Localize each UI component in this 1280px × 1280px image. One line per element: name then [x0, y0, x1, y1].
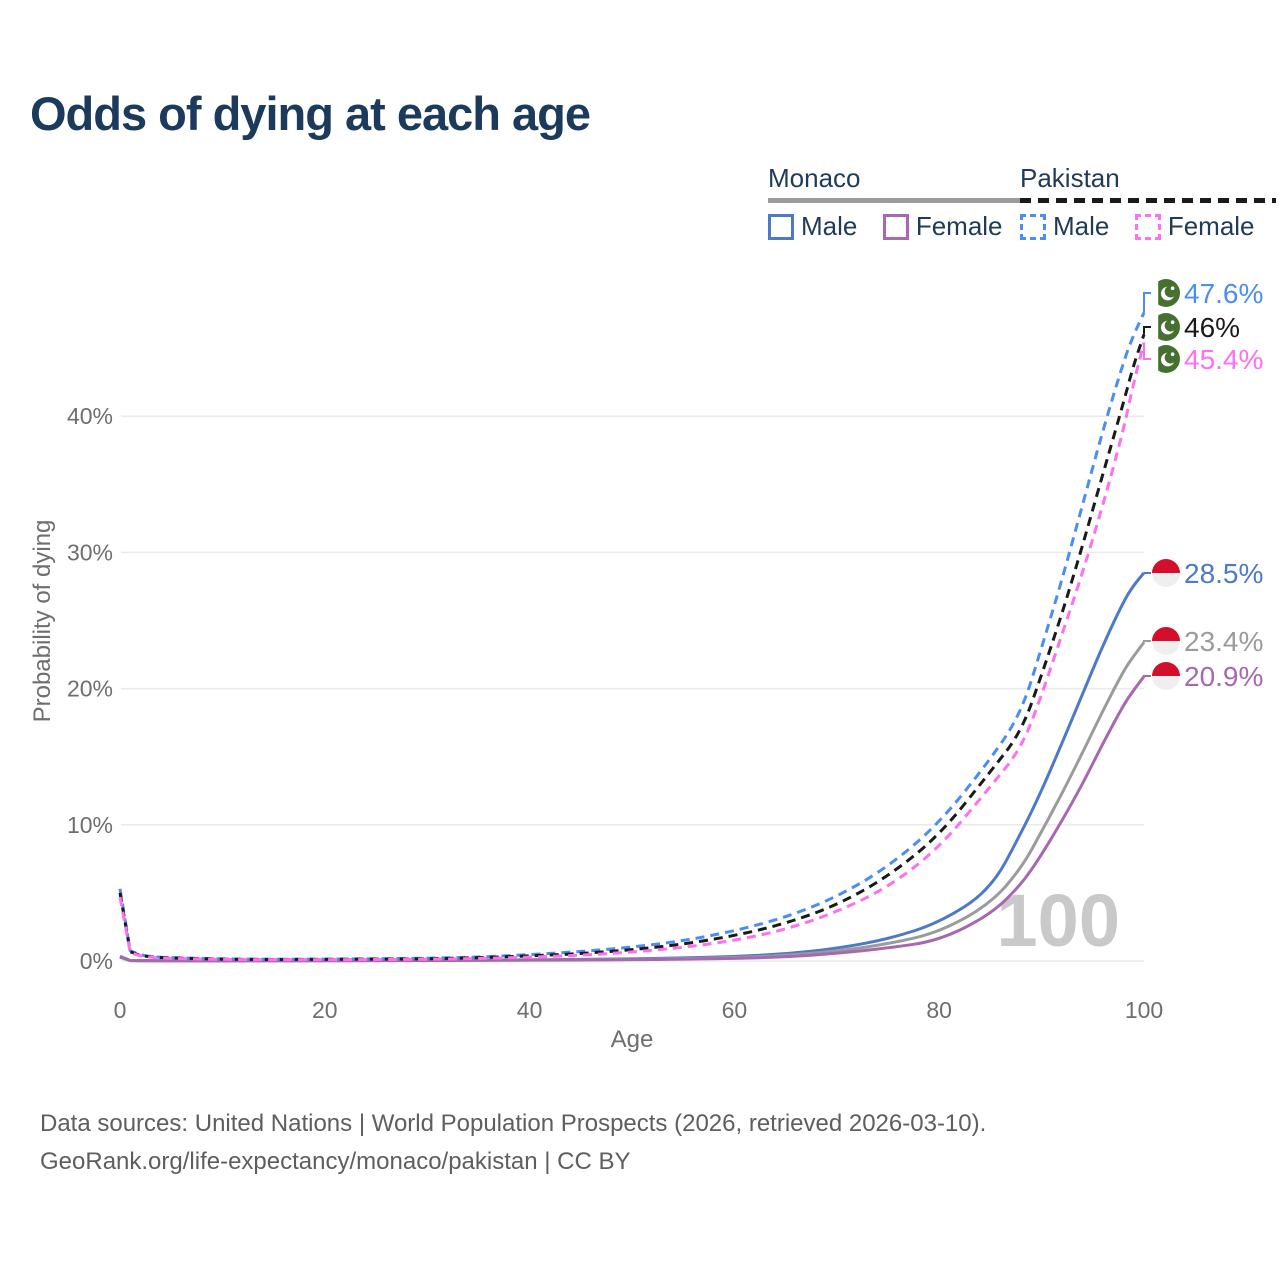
- y-tick-label: 10%: [67, 812, 113, 838]
- end-value-label-monaco-male: 28.5%: [1184, 558, 1263, 589]
- end-value-label-pakistan-male: 47.6%: [1184, 278, 1263, 309]
- monaco-flag-icon: [1152, 559, 1180, 587]
- y-tick-label: 0%: [80, 948, 113, 974]
- line-pakistan-female[interactable]: [118, 342, 1146, 962]
- legend-label-pakistan-female: Female: [1167, 211, 1255, 241]
- y-tick-label: 40%: [67, 403, 113, 429]
- legend-item-pakistan-female[interactable]: Female: [1134, 211, 1255, 242]
- end-value-label-pakistan-female: 45.4%: [1184, 344, 1263, 375]
- monaco-flag-icon: [1152, 627, 1180, 655]
- end-value-label-monaco-female: 20.9%: [1184, 661, 1263, 692]
- x-tick-label: 60: [722, 997, 748, 1023]
- label-leader-monaco-both: [1143, 640, 1151, 643]
- legend-label-monaco-male: Male: [801, 211, 858, 241]
- pakistan-flag-icon: [1152, 279, 1180, 307]
- y-axis-title: Probability of dying: [29, 520, 56, 723]
- pakistan-flag-icon: [1152, 345, 1180, 373]
- legend-item-monaco-male[interactable]: Male: [768, 211, 857, 242]
- line-monaco-female[interactable]: [119, 675, 1146, 963]
- end-value-label-monaco-both: 23.4%: [1184, 626, 1263, 657]
- legend-linestyle-pakistan: [1020, 198, 1276, 203]
- legend-linestyle-monaco: [768, 198, 1024, 203]
- legend-swatch-pakistan-female: [1134, 213, 1161, 240]
- legend-item-pakistan-male[interactable]: Male: [1020, 211, 1109, 242]
- x-tick-label: 40: [517, 997, 543, 1023]
- legend-group-monaco: Monaco Male Female: [768, 163, 1024, 245]
- monaco-flag-icon: [1152, 662, 1180, 690]
- y-tick-label: 30%: [67, 539, 113, 565]
- line-pakistan-both[interactable]: [118, 333, 1146, 961]
- x-tick-label: 0: [114, 997, 127, 1023]
- legend-group-pakistan: Pakistan Male Female: [1020, 163, 1276, 245]
- chart-legend: Monaco Male Female Pakistan: [0, 163, 1280, 243]
- end-value-label-pakistan-both: 46%: [1184, 312, 1240, 343]
- legend-label-pakistan-male: Male: [1053, 211, 1110, 241]
- x-tick-label: 100: [1125, 997, 1163, 1023]
- x-axis-title: Age: [611, 1026, 654, 1053]
- x-tick-label: 80: [926, 997, 952, 1023]
- label-leader-pakistan-male: [1143, 292, 1151, 313]
- page-title: Odds of dying at each age: [30, 87, 591, 140]
- legend-label-monaco-female: Female: [915, 211, 1003, 241]
- y-tick-label: 20%: [67, 676, 113, 702]
- pakistan-flag-icon: [1152, 313, 1180, 341]
- line-pakistan-male[interactable]: [118, 312, 1146, 961]
- legend-item-monaco-female[interactable]: Female: [882, 211, 1003, 242]
- label-leader-pakistan-female: [1143, 342, 1151, 360]
- footer-data-sources: Data sources: United Nations | World Pop…: [40, 1110, 987, 1137]
- legend-swatch-monaco-female: [882, 213, 909, 240]
- age-indicator-watermark: 100: [997, 879, 1120, 962]
- footer-attribution: GeoRank.org/life-expectancy/monaco/pakis…: [40, 1148, 631, 1175]
- label-leader-pakistan-both: [1143, 326, 1151, 335]
- legend-country-pakistan: Pakistan: [1020, 163, 1120, 193]
- legend-swatch-monaco-male: [768, 213, 794, 240]
- legend-swatch-pakistan-male: [1020, 213, 1046, 240]
- legend-country-monaco: Monaco: [768, 163, 861, 193]
- x-tick-label: 20: [312, 997, 338, 1023]
